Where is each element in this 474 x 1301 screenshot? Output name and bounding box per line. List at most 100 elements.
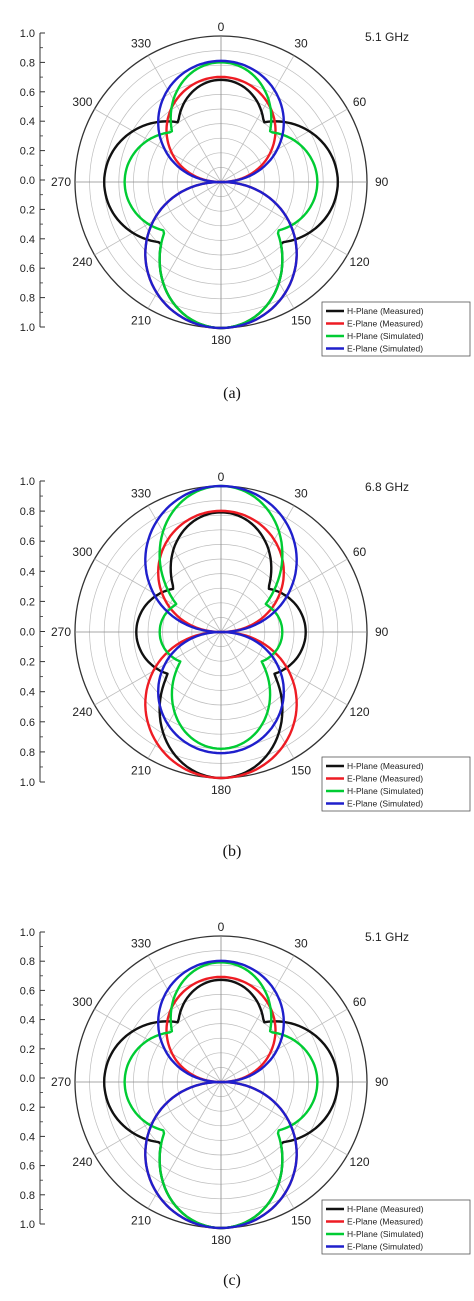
legend-box <box>321 301 471 357</box>
polar-grid-spoke <box>147 1081 222 1209</box>
angle-label: 330 <box>131 486 151 500</box>
polar-grid-spoke <box>220 1008 348 1083</box>
legend-entry: E-Plane (Measured) <box>347 1217 423 1227</box>
angle-label: 90 <box>375 1075 389 1089</box>
radial-tick-label: 0.8 <box>20 506 35 518</box>
legend-entry: H-Plane (Simulated) <box>347 1229 424 1239</box>
radial-tick-label: 0.2 <box>20 1044 35 1056</box>
legend-entry: E-Plane (Simulated) <box>347 344 423 354</box>
legend-entry: E-Plane (Measured) <box>347 774 423 784</box>
radial-tick-label: 1.0 <box>20 476 35 488</box>
angle-label: 60 <box>353 95 367 109</box>
frequency-label: 5.1 GHz <box>365 30 409 44</box>
legend-entry: E-Plane (Simulated) <box>347 1242 423 1252</box>
angle-label: 150 <box>291 314 311 328</box>
radial-tick-label: 0.4 <box>20 116 35 128</box>
radial-tick-label: 0.2 <box>20 657 35 669</box>
angle-label: 180 <box>211 333 231 347</box>
angle-label: 180 <box>211 1233 231 1247</box>
angle-label: 150 <box>291 1214 311 1228</box>
radial-tick-label: 0.6 <box>20 985 35 997</box>
angle-label: 30 <box>294 936 308 950</box>
series-curve-e-plane-measured <box>144 509 298 780</box>
radial-tick-label: 0.4 <box>20 566 35 578</box>
polar-grid-spoke <box>94 108 222 183</box>
polar-chart-2: 0 30 60 90 120 150 180 210 240 270 300 330 1.0 0.8 0.6… <box>20 470 471 860</box>
radial-tick-label: 0.6 <box>20 536 35 548</box>
radial-tick-label: 0.0 <box>20 175 35 187</box>
legend-box <box>321 756 471 812</box>
angle-label: 0 <box>218 470 225 484</box>
radial-tick-label: 1.0 <box>20 1219 35 1231</box>
polar-grid-spoke <box>147 505 222 633</box>
polar-grid-spoke <box>94 181 222 256</box>
angle-label: 60 <box>353 995 367 1009</box>
angle-label: 240 <box>72 1155 92 1169</box>
angle-label: 270 <box>51 175 71 189</box>
polar-grid-spoke <box>94 1081 222 1156</box>
legend-entry: E-Plane (Simulated) <box>347 799 423 809</box>
angle-label: 210 <box>131 764 151 778</box>
angle-label: 330 <box>131 936 151 950</box>
angle-label: 210 <box>131 1214 151 1228</box>
radial-tick-label: 0.6 <box>20 263 35 275</box>
legend-entry: H-Plane (Simulated) <box>347 331 424 341</box>
angle-label: 90 <box>375 175 389 189</box>
polar-chart-3: 0 30 60 90 120 150 180 210 240 270 300 330 1.0 0.8 0.6… <box>20 920 471 1289</box>
legend-entry: H-Plane (Measured) <box>347 306 424 316</box>
radial-tick-label: 0.8 <box>20 956 35 968</box>
angle-label: 30 <box>294 486 308 500</box>
radial-tick-label: 0.2 <box>20 146 35 158</box>
radial-tick-label: 0.8 <box>20 1190 35 1202</box>
angle-label: 210 <box>131 314 151 328</box>
angle-label: 270 <box>51 1075 71 1089</box>
legend-entry: E-Plane (Measured) <box>347 319 423 329</box>
series-curve-e-plane-simulated <box>144 959 298 1230</box>
radial-tick-label: 0.6 <box>20 1161 35 1173</box>
polar-grid-spoke <box>220 955 295 1083</box>
frequency-label: 5.1 GHz <box>365 930 409 944</box>
polar-grid-spoke <box>147 181 222 309</box>
radial-tick-label: 1.0 <box>20 777 35 789</box>
radial-tick-label: 0.8 <box>20 57 35 69</box>
angle-label: 240 <box>72 705 92 719</box>
polar-grid-spoke <box>220 108 348 183</box>
panel-caption: (b) <box>223 843 242 860</box>
polar-grid-spoke <box>220 1081 295 1209</box>
angle-label: 300 <box>72 995 92 1009</box>
radial-tick-label: 1.0 <box>20 28 35 40</box>
angle-label: 120 <box>350 705 370 719</box>
angle-label: 240 <box>72 255 92 269</box>
panel-caption: (a) <box>223 385 241 402</box>
angle-label: 90 <box>375 625 389 639</box>
polar-grid-spoke <box>147 55 222 183</box>
radial-tick-label: 0.2 <box>20 204 35 216</box>
polar-chart-1: 0 30 60 90 120 150 180 210 240 270 300 330 1.0 0.8 0.6… <box>20 20 471 402</box>
radial-tick-label: 0.4 <box>20 1015 35 1027</box>
radial-tick-label: 0.4 <box>20 687 35 699</box>
radial-tick-label: 0.0 <box>20 627 35 639</box>
polar-grid-spoke <box>220 505 295 633</box>
radial-tick-label: 0.4 <box>20 1131 35 1143</box>
angle-label: 0 <box>218 920 225 934</box>
angle-label: 0 <box>218 20 225 34</box>
series-curve-e-plane-simulated <box>144 484 298 755</box>
angle-label: 270 <box>51 625 71 639</box>
radial-tick-label: 0.8 <box>20 293 35 305</box>
series-curve-h-plane-simulated <box>158 484 284 750</box>
radial-tick-label: 0.6 <box>20 87 35 99</box>
polar-grid-spoke <box>220 55 295 183</box>
polar-grid-spoke <box>220 181 295 309</box>
angle-label: 150 <box>291 764 311 778</box>
radial-tick-label: 1.0 <box>20 927 35 939</box>
angle-label: 30 <box>294 36 308 50</box>
polar-grid-spoke <box>220 631 295 759</box>
series-curve-e-plane-simulated <box>144 59 298 330</box>
legend-entry: H-Plane (Measured) <box>347 1204 424 1214</box>
radial-tick-label: 0.0 <box>20 1073 35 1085</box>
radial-tick-label: 0.8 <box>20 747 35 759</box>
legend-box <box>321 1199 471 1255</box>
angle-label: 330 <box>131 36 151 50</box>
angle-label: 120 <box>350 255 370 269</box>
